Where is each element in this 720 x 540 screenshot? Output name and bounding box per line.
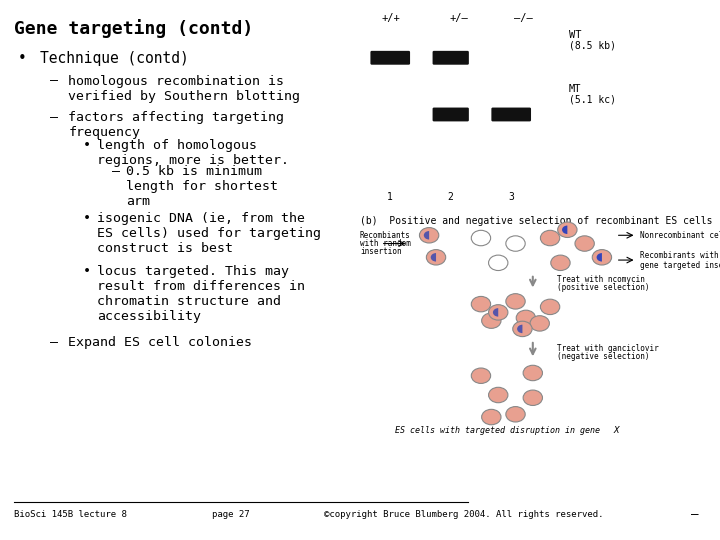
Text: 1: 1	[387, 192, 393, 202]
Text: ©copyright Bruce Blumberg 2004. All rights reserved.: ©copyright Bruce Blumberg 2004. All righ…	[324, 510, 603, 519]
Circle shape	[530, 316, 549, 331]
Text: (8.5 kb): (8.5 kb)	[569, 40, 616, 51]
Text: ES cells with targeted disruption in gene: ES cells with targeted disruption in gen…	[395, 426, 605, 435]
Circle shape	[489, 387, 508, 403]
Text: (b)  Positive and negative selection of recombinant ES cells: (b) Positive and negative selection of r…	[360, 216, 713, 226]
Text: with random: with random	[360, 239, 411, 248]
Text: (5.1 kc): (5.1 kc)	[569, 94, 616, 105]
Circle shape	[513, 321, 532, 336]
Text: •: •	[83, 265, 91, 278]
Circle shape	[593, 249, 611, 265]
Text: •: •	[83, 212, 91, 225]
Circle shape	[426, 249, 446, 265]
Text: 2: 2	[448, 192, 454, 202]
Text: –: –	[50, 336, 58, 349]
Text: —: —	[691, 508, 698, 521]
Wedge shape	[562, 226, 567, 234]
Text: Treat with ncomycin: Treat with ncomycin	[557, 275, 645, 284]
Wedge shape	[493, 308, 498, 316]
FancyBboxPatch shape	[491, 107, 531, 122]
Text: Treat with ganciclovir: Treat with ganciclovir	[557, 343, 659, 353]
Circle shape	[472, 231, 490, 246]
Text: •: •	[83, 139, 91, 152]
FancyBboxPatch shape	[433, 107, 469, 122]
Text: gene targeted insertion: gene targeted insertion	[640, 261, 720, 270]
Text: +/–: +/–	[449, 14, 468, 24]
Circle shape	[523, 365, 542, 381]
Wedge shape	[597, 253, 602, 261]
Text: –: –	[50, 111, 58, 124]
Text: homologous recombination is
verified by Southern blotting: homologous recombination is verified by …	[68, 75, 300, 103]
Text: Gene targeting (contd): Gene targeting (contd)	[14, 19, 253, 38]
Circle shape	[472, 296, 490, 312]
Text: •: •	[18, 51, 27, 66]
Text: insertion: insertion	[360, 247, 402, 256]
Wedge shape	[517, 325, 523, 333]
Text: X: X	[614, 426, 619, 435]
Circle shape	[489, 305, 508, 320]
Wedge shape	[424, 231, 429, 240]
Text: –: –	[50, 75, 58, 87]
Text: factors affecting targeting
frequency: factors affecting targeting frequency	[68, 111, 284, 139]
FancyBboxPatch shape	[433, 51, 469, 65]
Text: +/+: +/+	[382, 14, 400, 24]
Text: –: –	[112, 165, 120, 178]
Text: 0.5 kb is minimum
length for shortest
arm: 0.5 kb is minimum length for shortest ar…	[126, 165, 278, 208]
Circle shape	[523, 390, 542, 406]
Circle shape	[506, 236, 525, 251]
Text: MT: MT	[569, 84, 581, 94]
Circle shape	[506, 407, 525, 422]
FancyBboxPatch shape	[370, 51, 410, 65]
Circle shape	[575, 236, 594, 251]
Text: Nonrecombinant cells: Nonrecombinant cells	[640, 231, 720, 240]
Text: –/–: –/–	[514, 14, 533, 24]
Text: 3: 3	[508, 192, 514, 202]
Circle shape	[516, 310, 536, 326]
Text: page 27: page 27	[212, 510, 249, 519]
Circle shape	[482, 409, 501, 425]
Text: WT: WT	[569, 30, 581, 40]
Text: length of homologous
regions, more is better.: length of homologous regions, more is be…	[97, 139, 289, 167]
Circle shape	[472, 368, 490, 383]
Circle shape	[541, 299, 559, 315]
Circle shape	[489, 255, 508, 271]
Circle shape	[420, 227, 438, 243]
Text: Technique (contd): Technique (contd)	[40, 51, 189, 66]
Text: locus targeted. This may
result from differences in
chromatin structure and
acce: locus targeted. This may result from dif…	[97, 265, 305, 322]
Text: BioSci 145B lecture 8: BioSci 145B lecture 8	[14, 510, 127, 519]
Circle shape	[551, 255, 570, 271]
Circle shape	[482, 313, 501, 328]
Text: (positive selection): (positive selection)	[557, 283, 649, 292]
Text: (negative selection): (negative selection)	[557, 352, 649, 361]
Circle shape	[558, 222, 577, 238]
Text: Expand ES cell colonies: Expand ES cell colonies	[68, 336, 253, 349]
Wedge shape	[431, 253, 436, 261]
Circle shape	[506, 294, 525, 309]
Circle shape	[541, 231, 559, 246]
Text: Recombiants: Recombiants	[360, 231, 411, 240]
Text: isogenic DNA (ie, from the
ES cells) used for targeting
construct is best: isogenic DNA (ie, from the ES cells) use…	[97, 212, 321, 255]
Text: Recombirants with: Recombirants with	[640, 252, 719, 260]
